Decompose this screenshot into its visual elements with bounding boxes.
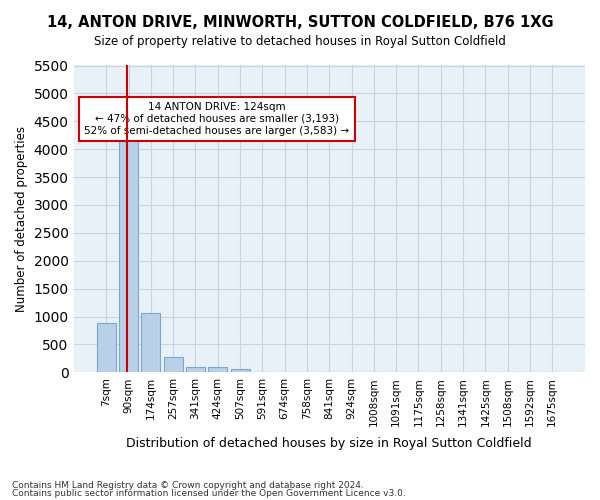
- Text: Contains HM Land Registry data © Crown copyright and database right 2024.: Contains HM Land Registry data © Crown c…: [12, 481, 364, 490]
- Bar: [186, 366, 205, 372]
- Bar: [142, 313, 160, 372]
- Bar: [97, 323, 116, 372]
- Bar: [119, 118, 138, 372]
- Y-axis label: Number of detached properties: Number of detached properties: [15, 126, 28, 312]
- Bar: [208, 368, 227, 372]
- Bar: [164, 356, 182, 372]
- X-axis label: Distribution of detached houses by size in Royal Sutton Coldfield: Distribution of detached houses by size …: [127, 437, 532, 450]
- Text: Size of property relative to detached houses in Royal Sutton Coldfield: Size of property relative to detached ho…: [94, 35, 506, 48]
- Text: 14, ANTON DRIVE, MINWORTH, SUTTON COLDFIELD, B76 1XG: 14, ANTON DRIVE, MINWORTH, SUTTON COLDFI…: [47, 15, 553, 30]
- Text: 14 ANTON DRIVE: 124sqm
← 47% of detached houses are smaller (3,193)
52% of semi-: 14 ANTON DRIVE: 124sqm ← 47% of detached…: [84, 102, 349, 136]
- Text: Contains public sector information licensed under the Open Government Licence v3: Contains public sector information licen…: [12, 488, 406, 498]
- Bar: [230, 369, 250, 372]
